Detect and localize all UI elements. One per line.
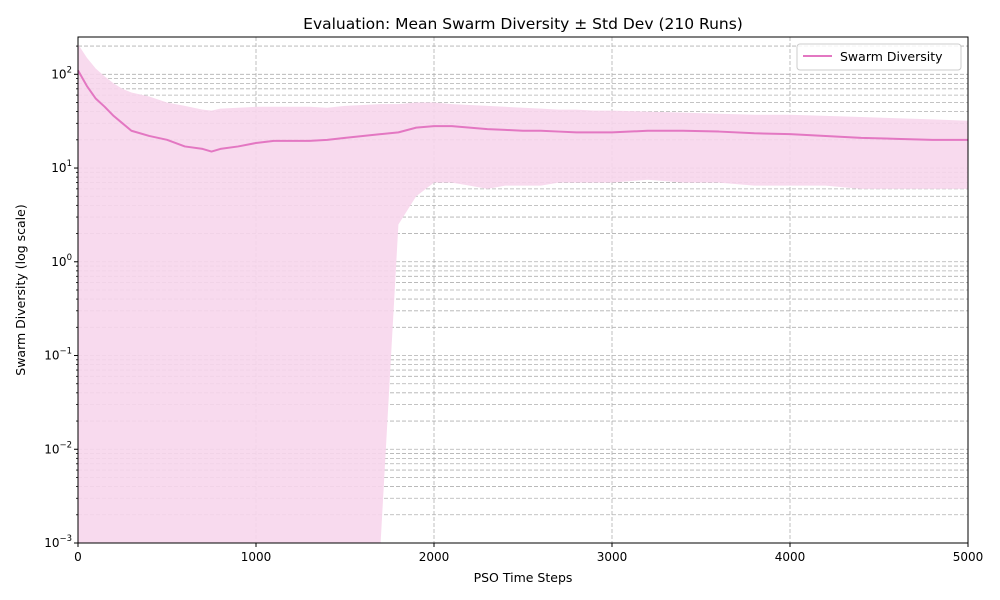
x-tick-label: 1000: [241, 550, 272, 564]
y-tick-label: 101: [51, 159, 72, 175]
chart-title: Evaluation: Mean Swarm Diversity ± Std D…: [303, 15, 743, 33]
y-tick-label: 102: [51, 65, 72, 81]
y-tick-label: 10−3: [44, 534, 72, 550]
x-axis-label: PSO Time Steps: [474, 570, 573, 585]
y-tick-label: 10−1: [44, 347, 72, 363]
legend: Swarm Diversity: [796, 43, 962, 71]
x-axis: 0 1000 2000 3000 4000 5000: [74, 543, 983, 564]
legend-box: [796, 43, 962, 71]
x-tick-label: 0: [74, 550, 82, 564]
y-tick-label: 10−2: [44, 440, 72, 456]
y-tick-label: 100: [51, 253, 72, 269]
x-tick-label: 2000: [419, 550, 450, 564]
y-axis-label: Swarm Diversity (log scale): [13, 204, 28, 375]
y-axis: 10−3 10−2 10−1 100 101 102: [44, 45, 78, 550]
x-tick-label: 5000: [953, 550, 984, 564]
std-dev-band: [78, 44, 968, 543]
x-tick-label: 3000: [597, 550, 628, 564]
mean-line-swarm-diversity: [77, 69, 968, 153]
x-tick-label: 4000: [775, 550, 806, 564]
legend-entry-swarm-diversity: Swarm Diversity: [840, 49, 943, 64]
